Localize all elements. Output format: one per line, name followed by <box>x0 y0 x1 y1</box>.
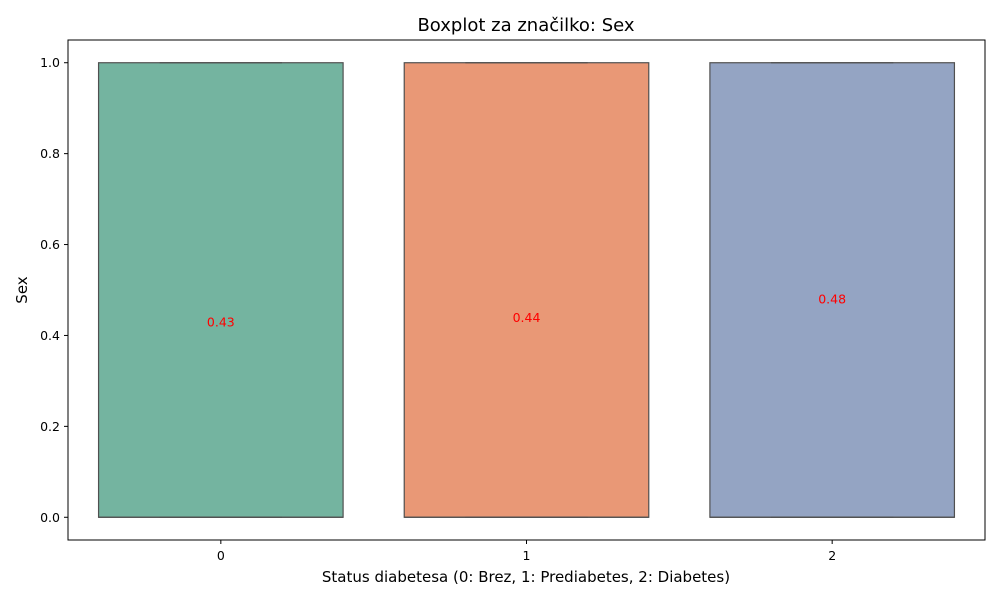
chart-title: Boxplot za značilko: Sex <box>417 15 634 36</box>
x-tick-label: 2 <box>828 548 836 563</box>
x-tick-label: 0 <box>217 548 225 563</box>
y-tick-label: 1.0 <box>40 55 60 70</box>
box-0 <box>97 62 344 518</box>
box-1 <box>403 62 650 518</box>
mean-annotation-1: 0.44 <box>513 310 541 325</box>
y-tick-label: 0.4 <box>40 328 60 343</box>
x-axis-label: Status diabetesa (0: Brez, 1: Prediabete… <box>322 568 730 586</box>
box-2 <box>709 62 956 518</box>
y-tick-label: 0.8 <box>40 146 60 161</box>
mean-annotation-2: 0.48 <box>818 292 846 307</box>
plot-area: 0.43 0.44 0.48 <box>97 62 956 518</box>
x-tick-label: 1 <box>523 548 531 563</box>
y-axis-label: Sex <box>13 276 31 303</box>
mean-annotation-0: 0.43 <box>207 314 235 329</box>
y-tick-label: 0.6 <box>40 237 60 252</box>
y-tick-label: 0.2 <box>40 419 60 434</box>
y-tick-label: 0.0 <box>40 510 60 525</box>
